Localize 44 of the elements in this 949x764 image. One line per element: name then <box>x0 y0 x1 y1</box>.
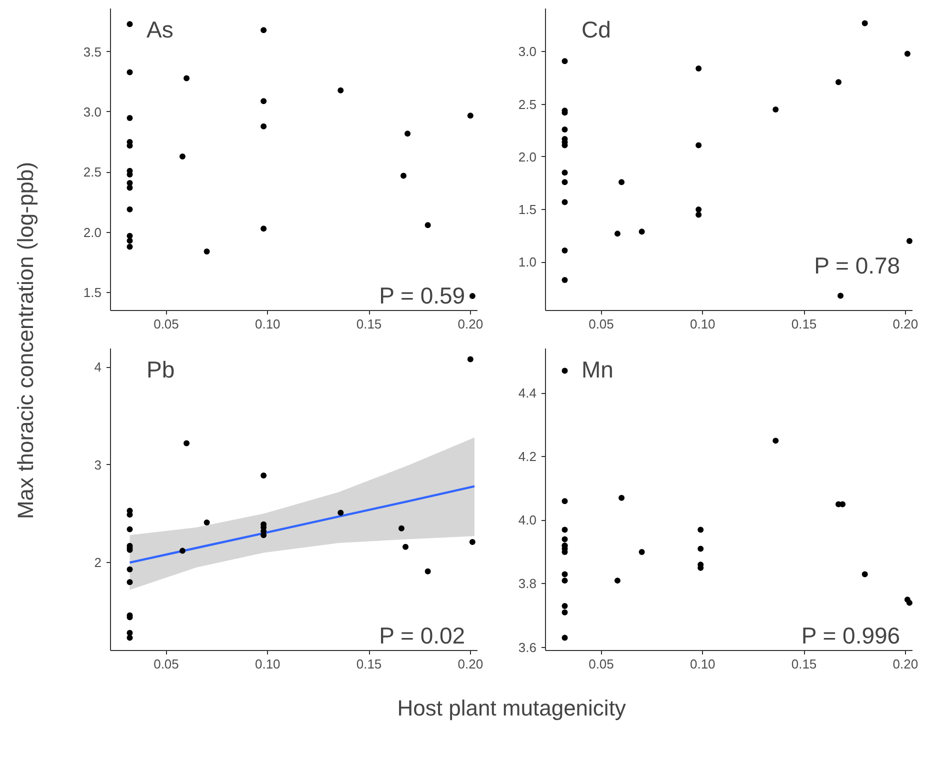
y-tick-label: 1.5 <box>83 284 102 300</box>
x-tick-label: 0.20 <box>892 316 918 332</box>
x-tick-label: 0.15 <box>356 656 382 672</box>
y-tick-label: 4.0 <box>518 512 537 528</box>
annotation: P = 0.59 <box>379 282 466 308</box>
y-tick-label: 3.8 <box>518 576 537 592</box>
x-tick-label: 0.10 <box>690 316 716 332</box>
x-tick-label: 0.20 <box>892 656 918 672</box>
y-tick-label: 3.0 <box>518 44 537 60</box>
x-tick-label: 0.05 <box>588 656 614 672</box>
x-tick-label: 0.05 <box>588 316 614 332</box>
x-tick-label: 0.20 <box>458 656 484 672</box>
chart-title: Cd <box>582 16 611 42</box>
y-tick-label: 3.6 <box>518 640 537 655</box>
y-axis-title: Max thoracic concentration (log-ppb) <box>13 162 38 520</box>
y-tick-label: 4.2 <box>518 449 537 464</box>
x-tick-label: 0.20 <box>458 316 484 332</box>
y-tick-label: 4.4 <box>518 386 537 401</box>
chart-title: Pb <box>146 356 175 382</box>
annotation: P = 0.78 <box>814 252 900 278</box>
y-tick-label: 4 <box>94 360 102 375</box>
y-tick-label: 3.0 <box>83 104 102 120</box>
y-tick-label: 2 <box>94 555 102 570</box>
x-tick-label: 0.05 <box>154 316 179 332</box>
y-tick-label: 3 <box>94 457 102 472</box>
y-tick-label: 2.0 <box>518 149 537 164</box>
annotation: P = 0.02 <box>379 622 466 648</box>
chart-title: As <box>146 16 174 42</box>
x-tick-label: 0.05 <box>154 656 179 672</box>
x-tick-label: 0.10 <box>254 656 280 672</box>
x-tick-label: 0.10 <box>690 656 716 672</box>
x-tick-label: 0.15 <box>791 316 817 332</box>
x-tick-label: 0.15 <box>791 656 817 672</box>
x-tick-label: 0.10 <box>254 316 280 332</box>
chart-title: Mn <box>582 356 614 382</box>
x-tick-label: 0.15 <box>356 316 382 332</box>
y-tick-label: 1.5 <box>518 202 537 217</box>
y-tick-label: 2.5 <box>83 164 102 180</box>
x-axis-title: Host plant mutagenicity <box>397 696 626 720</box>
y-tick-label: 1.0 <box>518 254 537 270</box>
y-tick-label: 3.5 <box>83 44 102 60</box>
y-tick-label: 2.0 <box>83 224 102 240</box>
y-tick-label: 2.5 <box>518 96 537 112</box>
annotation: P = 0.996 <box>801 622 900 648</box>
